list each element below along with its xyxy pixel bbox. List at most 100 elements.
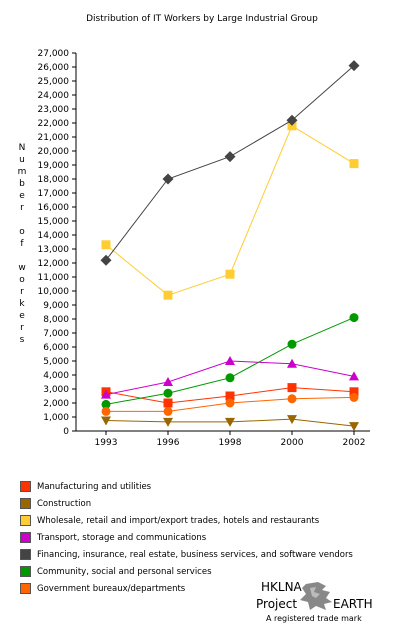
legend: Manufacturing and utilities Construction W… xyxy=(20,478,390,597)
y-axis-label-char: r xyxy=(20,287,24,297)
y-tick-label: 13,000 xyxy=(38,245,70,255)
y-tick-label: 6,000 xyxy=(43,343,69,353)
y-tick-label: 9,000 xyxy=(43,301,69,311)
data-point xyxy=(287,121,297,131)
legend-swatch xyxy=(20,481,31,492)
y-tick-label: 7,000 xyxy=(43,329,69,339)
data-point xyxy=(163,377,173,386)
legend-item: Wholesale, retail and import/export trad… xyxy=(20,512,390,529)
data-point xyxy=(287,339,297,349)
y-axis-label-char: m xyxy=(18,167,27,177)
y-axis-label-char: e xyxy=(19,191,25,201)
data-point xyxy=(348,60,360,72)
data-point xyxy=(163,417,173,427)
data-point xyxy=(163,406,173,416)
y-tick-label: 24,000 xyxy=(38,91,70,101)
x-tick-label: 1996 xyxy=(157,438,180,448)
y-tick-label: 8,000 xyxy=(43,315,69,325)
y-tick-label: 18,000 xyxy=(38,175,70,185)
data-point xyxy=(349,371,359,381)
data-point xyxy=(349,422,359,432)
data-point xyxy=(163,290,173,300)
brand-mark: HKLNA Project EARTH A registered trade m… xyxy=(256,580,396,630)
data-point xyxy=(101,406,111,416)
x-tick-label: 2000 xyxy=(281,438,304,448)
y-axis-label-char: u xyxy=(19,155,25,165)
legend-item: Government bureaux/departments xyxy=(20,580,390,597)
y-axis-label-char: o xyxy=(19,275,25,285)
y-tick-label: 3,000 xyxy=(43,385,69,395)
legend-label: Financing, insurance, real estate, busin… xyxy=(37,549,353,560)
y-axis-label-char: s xyxy=(20,335,25,345)
y-axis-label-char: o xyxy=(19,227,25,237)
legend-swatch xyxy=(20,498,31,509)
brand-name: HKLNA xyxy=(261,580,302,594)
series-line xyxy=(105,65,355,261)
legend-swatch xyxy=(20,566,31,577)
legend-item: Financing, insurance, real estate, busin… xyxy=(20,546,390,563)
chart-title: Distribution of IT Workers by Large Indu… xyxy=(86,14,318,24)
data-point xyxy=(349,387,359,397)
data-point xyxy=(225,269,235,279)
y-axis-label-char: e xyxy=(19,311,25,321)
x-tick-label: 1998 xyxy=(219,438,242,448)
legend-swatch xyxy=(20,583,31,594)
y-tick-label: 26,000 xyxy=(38,63,70,73)
data-point xyxy=(101,399,111,409)
data-point xyxy=(225,417,235,427)
brand-trademark-note: A registered trade mark xyxy=(266,614,362,623)
legend-label: Government bureaux/departments xyxy=(37,583,186,594)
legend-item: Construction xyxy=(20,495,390,512)
y-tick-label: 20,000 xyxy=(38,147,70,157)
legend-label: Transport, storage and communications xyxy=(37,532,207,543)
legend-item: Manufacturing and utilities xyxy=(20,478,390,495)
legend-item: Transport, storage and communications xyxy=(20,529,390,546)
y-tick-label: 4,000 xyxy=(43,371,69,381)
data-point xyxy=(100,254,112,266)
y-tick-label: 10,000 xyxy=(38,287,70,297)
line-chart: 0 1,000 2,000 3,000 4,000 5,000 6,000 7,000 8,00… xyxy=(18,49,370,448)
y-tick-label: 15,000 xyxy=(38,217,70,227)
y-axis-label-char: b xyxy=(19,179,25,189)
earth-logo-icon xyxy=(300,582,332,610)
data-point xyxy=(287,415,297,425)
brand-project: Project xyxy=(256,597,298,611)
y-axis-label-char: r xyxy=(20,323,24,333)
y-tick-label: 21,000 xyxy=(38,133,70,143)
data-point xyxy=(101,416,111,426)
legend-label: Construction xyxy=(37,498,92,509)
y-tick-label: 23,000 xyxy=(38,105,70,115)
data-point xyxy=(349,313,359,323)
y-tick-label: 16,000 xyxy=(38,203,70,213)
data-point xyxy=(163,398,173,408)
data-point xyxy=(163,388,173,398)
data-point xyxy=(101,389,111,399)
y-tick-label: 27,000 xyxy=(38,49,70,59)
data-point xyxy=(225,356,235,365)
y-axis-label-char: w xyxy=(18,263,25,273)
data-point xyxy=(162,173,174,185)
y-axis-label-char: f xyxy=(20,239,24,249)
y-tick-label: 5,000 xyxy=(43,357,69,367)
legend-label: Wholesale, retail and import/export trad… xyxy=(37,515,320,526)
data-point xyxy=(225,391,235,401)
data-point xyxy=(224,151,236,163)
x-tick-label: 2002 xyxy=(343,438,366,448)
legend-label: Manufacturing and utilities xyxy=(37,481,152,492)
brand-earth: EARTH xyxy=(333,597,373,611)
legend-swatch xyxy=(20,532,31,543)
data-point xyxy=(349,392,359,402)
data-point xyxy=(225,373,235,383)
y-tick-label: 2,000 xyxy=(43,399,69,409)
y-tick-label: 11,000 xyxy=(38,273,70,283)
y-tick-label: 1,000 xyxy=(43,413,69,423)
y-tick-label: 14,000 xyxy=(38,231,70,241)
y-tick-label: 25,000 xyxy=(38,77,70,87)
data-point xyxy=(287,383,297,393)
y-tick-label: 19,000 xyxy=(38,161,70,171)
legend-swatch xyxy=(20,515,31,526)
data-point xyxy=(287,394,297,404)
data-point xyxy=(101,240,111,250)
y-tick-label: 17,000 xyxy=(38,189,70,199)
data-point xyxy=(286,114,298,126)
